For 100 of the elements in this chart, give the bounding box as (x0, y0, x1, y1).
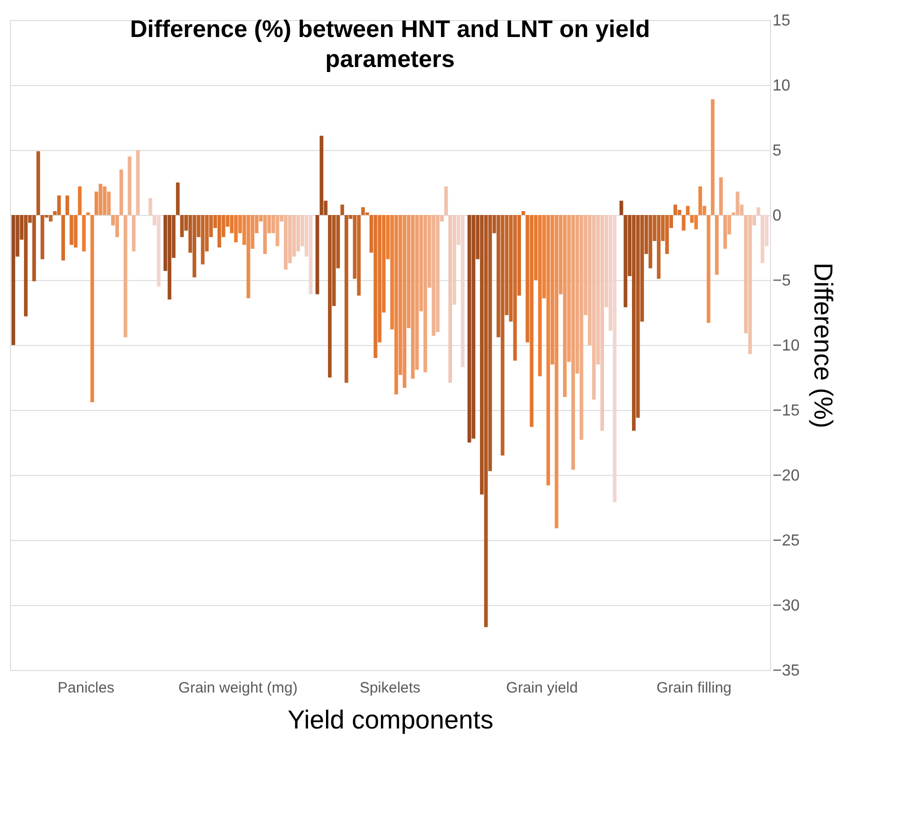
bar (136, 150, 140, 215)
bar (444, 186, 448, 215)
bar (710, 99, 715, 215)
bar (472, 215, 476, 439)
bar (756, 207, 760, 215)
bar (600, 215, 604, 431)
bar (61, 215, 65, 260)
bar (624, 215, 628, 308)
bar (128, 156, 132, 215)
y-tick-label: 10 (772, 78, 790, 94)
bar (620, 200, 624, 215)
y-tick-label: −35 (772, 662, 800, 680)
y-axis-title: Difference (%) (808, 262, 839, 428)
bar (78, 186, 82, 215)
bar (119, 170, 124, 215)
bar (698, 186, 702, 215)
bar (316, 215, 320, 294)
bar (57, 196, 61, 215)
bar (65, 196, 70, 215)
bar (468, 215, 472, 442)
y-tick-label: −30 (772, 598, 800, 614)
x-tick-label: Grain yield (506, 680, 578, 696)
bar (148, 198, 152, 215)
bar (276, 215, 280, 246)
bar (124, 215, 128, 338)
bar (706, 215, 710, 323)
bar (70, 215, 74, 245)
bar (12, 215, 16, 345)
bar (748, 215, 752, 354)
bar (32, 215, 36, 282)
bar (546, 215, 550, 486)
bar (411, 215, 415, 379)
y-tick-label: 0 (772, 208, 782, 224)
bar (723, 215, 727, 249)
bar (538, 215, 542, 376)
bar (719, 177, 723, 215)
bar (694, 215, 698, 230)
bar (320, 136, 324, 215)
bar (513, 215, 517, 361)
x-tick-label: Spikelets (360, 680, 420, 696)
bar (374, 215, 378, 358)
bar (554, 215, 558, 528)
bar (48, 215, 53, 222)
chart-title: Difference (%) between HNT and LNT on yield parameters (130, 16, 650, 73)
bar (234, 215, 238, 242)
bar (86, 212, 90, 215)
bar (715, 215, 719, 275)
bar (648, 215, 652, 268)
bar (686, 206, 690, 215)
bar (132, 215, 136, 252)
bar (263, 215, 267, 254)
bar (436, 215, 440, 332)
bar (98, 184, 102, 215)
bar (200, 215, 205, 264)
bar (115, 215, 119, 238)
bar (217, 215, 222, 248)
bar (736, 192, 740, 215)
bar (530, 215, 534, 427)
bar (592, 215, 596, 400)
x-tick-label: Panicles (58, 680, 114, 696)
bar (448, 215, 452, 383)
bar (180, 215, 184, 238)
bar (340, 204, 344, 215)
y-tick-label: −15 (772, 402, 800, 420)
y-tick-label: −25 (772, 532, 800, 550)
bar (673, 204, 678, 215)
bar (423, 215, 428, 372)
bar (563, 215, 567, 397)
bar (24, 215, 28, 316)
bar (176, 182, 180, 215)
bar (402, 215, 406, 388)
bar (284, 215, 288, 270)
bar (102, 186, 107, 215)
bar (656, 215, 661, 279)
y-tick-label: 5 (772, 142, 782, 160)
bar (344, 215, 348, 383)
bar (612, 215, 616, 502)
bar (357, 215, 361, 296)
bar (484, 215, 488, 628)
bar (682, 215, 686, 231)
x-axis-title: Yield components (288, 704, 494, 734)
bar (328, 215, 332, 378)
bar (308, 215, 312, 294)
bar (74, 215, 78, 248)
y-tick-label: −5 (772, 272, 791, 290)
bar (361, 207, 365, 215)
bar (460, 215, 464, 368)
x-tick-label: Grain weight (mg) (178, 680, 298, 696)
bar (665, 215, 669, 254)
bar (571, 215, 575, 470)
bar (760, 215, 764, 264)
bar (90, 215, 94, 402)
bar (632, 215, 636, 431)
bar (40, 215, 44, 260)
bar (432, 215, 436, 336)
bar (36, 151, 40, 215)
y-tick-label: 15 (772, 12, 790, 30)
bar (394, 215, 398, 394)
bar (82, 215, 86, 252)
bar (521, 211, 526, 215)
